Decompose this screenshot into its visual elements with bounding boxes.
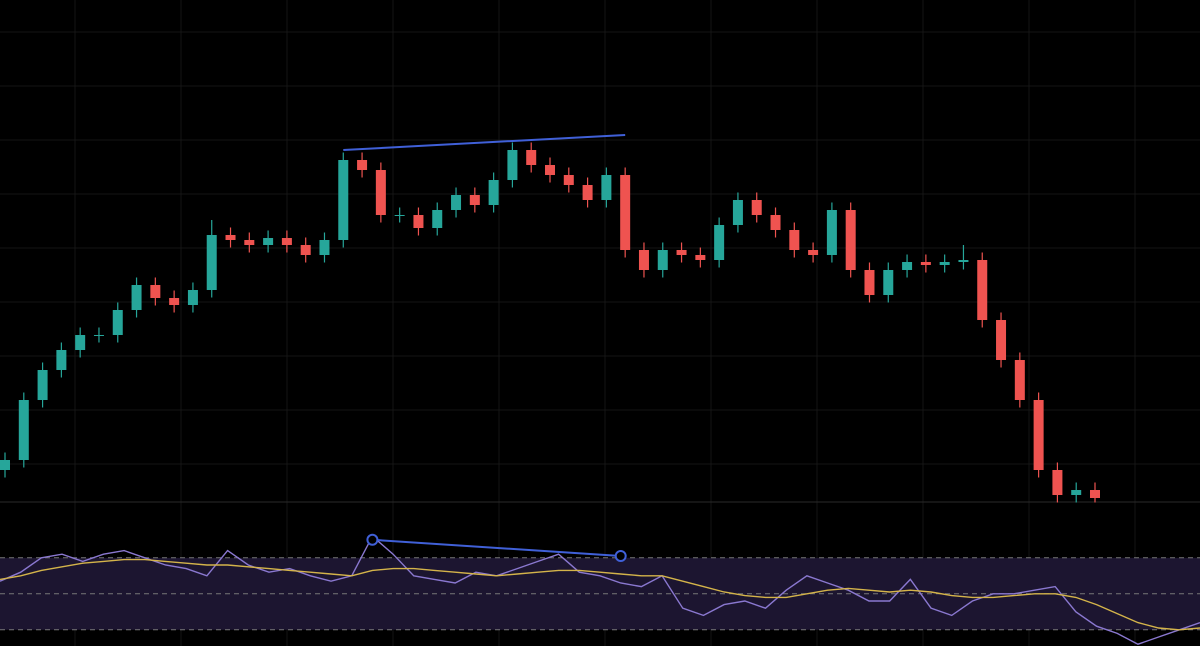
rsi-line	[0, 535, 1200, 645]
candle-body	[451, 195, 462, 210]
candle-body	[977, 260, 988, 320]
candle-body	[996, 320, 1007, 360]
candle-body	[657, 250, 668, 270]
candle-body	[507, 150, 518, 180]
candle-body	[883, 270, 894, 295]
candle-body	[93, 335, 104, 336]
candle-body	[808, 250, 819, 255]
candle-body	[413, 215, 424, 228]
candle-body	[563, 175, 574, 185]
candle-body	[338, 160, 349, 240]
candle-body	[770, 215, 781, 230]
candle-body	[300, 245, 311, 255]
trendline-handle	[366, 533, 379, 546]
candle-body	[75, 335, 86, 350]
candle-body	[864, 270, 875, 295]
candle-body	[244, 240, 255, 245]
candle-body	[1033, 400, 1044, 470]
candle-body	[0, 460, 10, 470]
candle-body	[319, 240, 330, 255]
candle-body	[1071, 490, 1082, 495]
candle-body	[56, 350, 67, 370]
candle-body	[920, 262, 931, 265]
candle-body	[394, 215, 405, 216]
candle-body	[732, 200, 743, 225]
candle-body	[37, 370, 48, 400]
candle-body	[601, 175, 612, 200]
trendline	[343, 134, 626, 151]
candle-body	[638, 250, 649, 270]
trendline	[372, 538, 621, 557]
candle-body	[357, 160, 368, 170]
candle-body	[488, 180, 499, 205]
candle-body	[902, 262, 913, 270]
candle-body	[150, 285, 161, 298]
candle-body	[789, 230, 800, 250]
candle-body	[845, 210, 856, 270]
candle-body	[526, 150, 537, 165]
candle-body	[939, 262, 950, 265]
candle-body	[225, 235, 236, 240]
candle-body	[131, 285, 142, 310]
candle-body	[676, 250, 687, 255]
candle-body	[281, 238, 292, 245]
candle-body	[187, 290, 198, 305]
candle-body	[958, 260, 969, 262]
candle-body	[714, 225, 725, 260]
candle-body	[469, 195, 480, 205]
candle-body	[695, 255, 706, 260]
candle-body	[1014, 360, 1025, 400]
trendline-handle	[614, 550, 627, 562]
candle-body	[206, 235, 217, 290]
candle-body	[1090, 490, 1100, 498]
candle-body	[432, 210, 443, 228]
candle-body	[375, 170, 386, 215]
candle-body	[545, 165, 555, 175]
candle-body	[263, 238, 274, 245]
candle-body	[18, 400, 29, 460]
candle-body	[1052, 470, 1063, 495]
rsi-line	[0, 558, 1200, 631]
candle-body	[751, 200, 762, 215]
candle-body	[620, 175, 631, 250]
candle-body	[112, 310, 123, 335]
candle-body	[169, 298, 180, 305]
candle-body	[582, 185, 593, 200]
candle-body	[826, 210, 837, 255]
